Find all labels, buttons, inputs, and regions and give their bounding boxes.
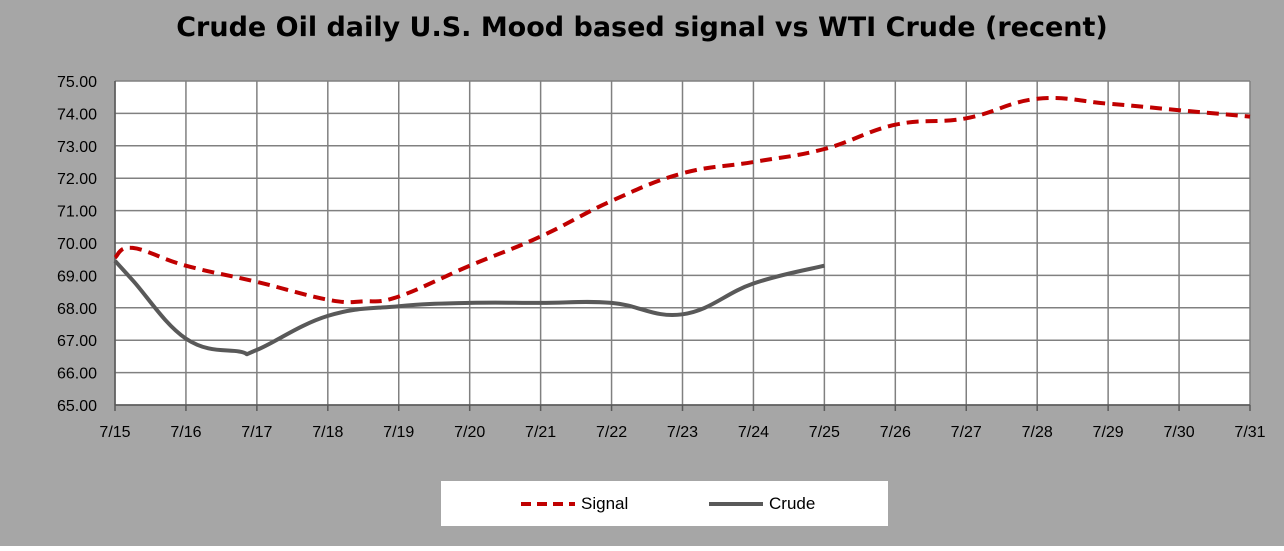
x-tick-label: 7/17 — [241, 424, 272, 441]
y-tick-label: 66.00 — [57, 366, 97, 383]
y-tick-label: 73.00 — [57, 139, 97, 156]
y-tick-label: 68.00 — [57, 301, 97, 318]
series-line-signal — [113, 95, 1251, 305]
chart-title: Crude Oil daily U.S. Mood based signal v… — [176, 12, 1108, 43]
x-tick-label: 7/24 — [738, 424, 769, 441]
y-tick-label: 74.00 — [57, 106, 97, 123]
y-tick-label: 72.00 — [57, 171, 97, 188]
legend-item-signal: Signal — [521, 481, 628, 526]
x-tick-label: 7/28 — [1022, 424, 1053, 441]
x-tick-label: 7/29 — [1093, 424, 1124, 441]
x-tick-label: 7/31 — [1234, 424, 1265, 441]
legend-crude-label: Crude — [769, 493, 816, 513]
x-tick-label: 7/25 — [809, 424, 840, 441]
x-tick-label: 7/22 — [596, 424, 627, 441]
legend-signal-swatch — [521, 501, 575, 506]
y-tick-label: 75.00 — [57, 74, 97, 91]
chart-legend: Signal Crude — [441, 481, 888, 526]
y-tick-label: 65.00 — [57, 398, 97, 415]
x-tick-label: 7/16 — [170, 424, 201, 441]
x-tick-label: 7/19 — [383, 424, 414, 441]
y-tick-label: 67.00 — [57, 333, 97, 350]
x-tick-label: 7/23 — [667, 424, 698, 441]
x-tick-label: 7/18 — [312, 424, 343, 441]
y-tick-label: 69.00 — [57, 268, 97, 285]
x-tick-label: 7/20 — [454, 424, 485, 441]
series-line-crude — [113, 259, 825, 357]
x-tick-label: 7/27 — [951, 424, 982, 441]
legend-item-crude: Crude — [709, 481, 815, 526]
x-tick-label: 7/26 — [880, 424, 911, 441]
bottom-strip — [0, 546, 1284, 551]
legend-crude-swatch — [709, 501, 763, 506]
legend-signal-label: Signal — [581, 493, 629, 513]
x-tick-label: 7/30 — [1163, 424, 1194, 441]
x-tick-label: 7/21 — [525, 424, 556, 441]
y-tick-label: 70.00 — [57, 236, 97, 253]
y-tick-label: 71.00 — [57, 204, 97, 221]
x-tick-label: 7/15 — [99, 424, 130, 441]
